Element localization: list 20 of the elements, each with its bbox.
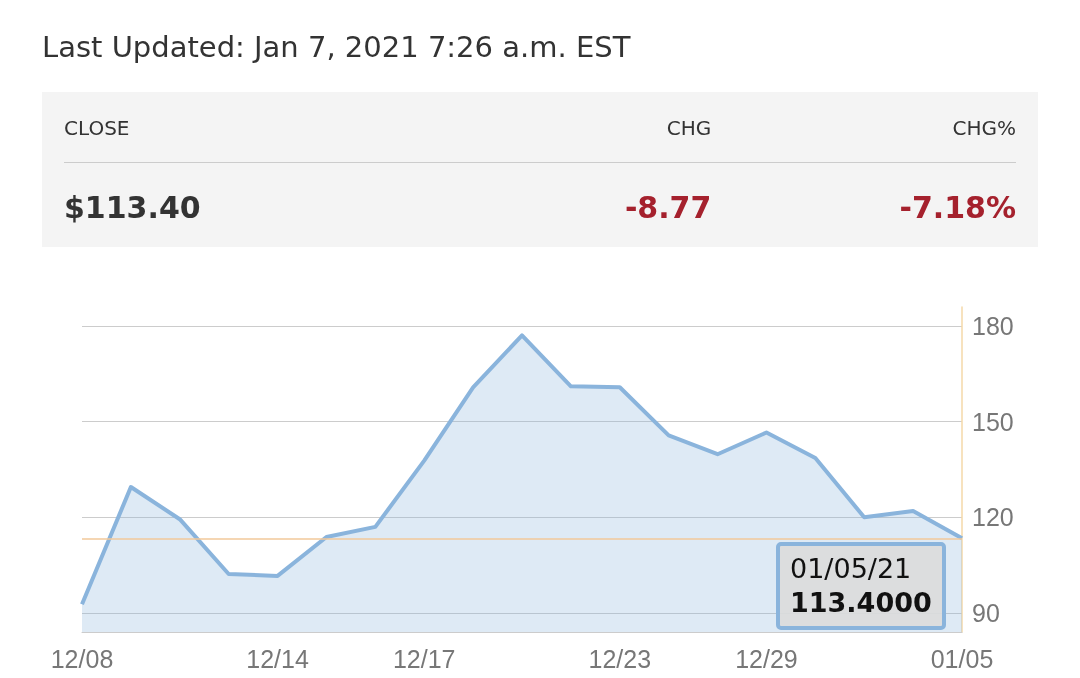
category-label: CHG: [666, 116, 712, 140]
text: -7.18%: [899, 190, 1016, 225]
y-tick-label: 150: [972, 407, 1014, 436]
text: -8.77: [624, 190, 712, 225]
x-tick-label: 12/08: [50, 644, 114, 673]
x-tick-label: 12/23: [588, 644, 652, 673]
tooltip-box: 01/05/21 113.4000: [776, 542, 946, 631]
y-tick-label: 180: [972, 312, 1014, 341]
category-label: CHG%: [952, 116, 1016, 140]
annotation: 01/05/21: [790, 552, 913, 587]
x-tick-label: 12/29: [735, 644, 798, 673]
annotation: 113.4000: [790, 586, 932, 621]
category-label: CLOSE: [64, 116, 130, 140]
y-tick-label: 90: [972, 598, 1000, 627]
x-tick-label: 12/14: [246, 644, 309, 673]
text: Last Updated: Jan 7, 2021 7:26 a.m. EST: [42, 30, 631, 64]
x-tick-label: 12/17: [392, 644, 456, 673]
x-tick-label: 01/05: [930, 644, 994, 673]
y-tick-label: 120: [972, 503, 1014, 532]
text: $113.40: [64, 190, 201, 225]
